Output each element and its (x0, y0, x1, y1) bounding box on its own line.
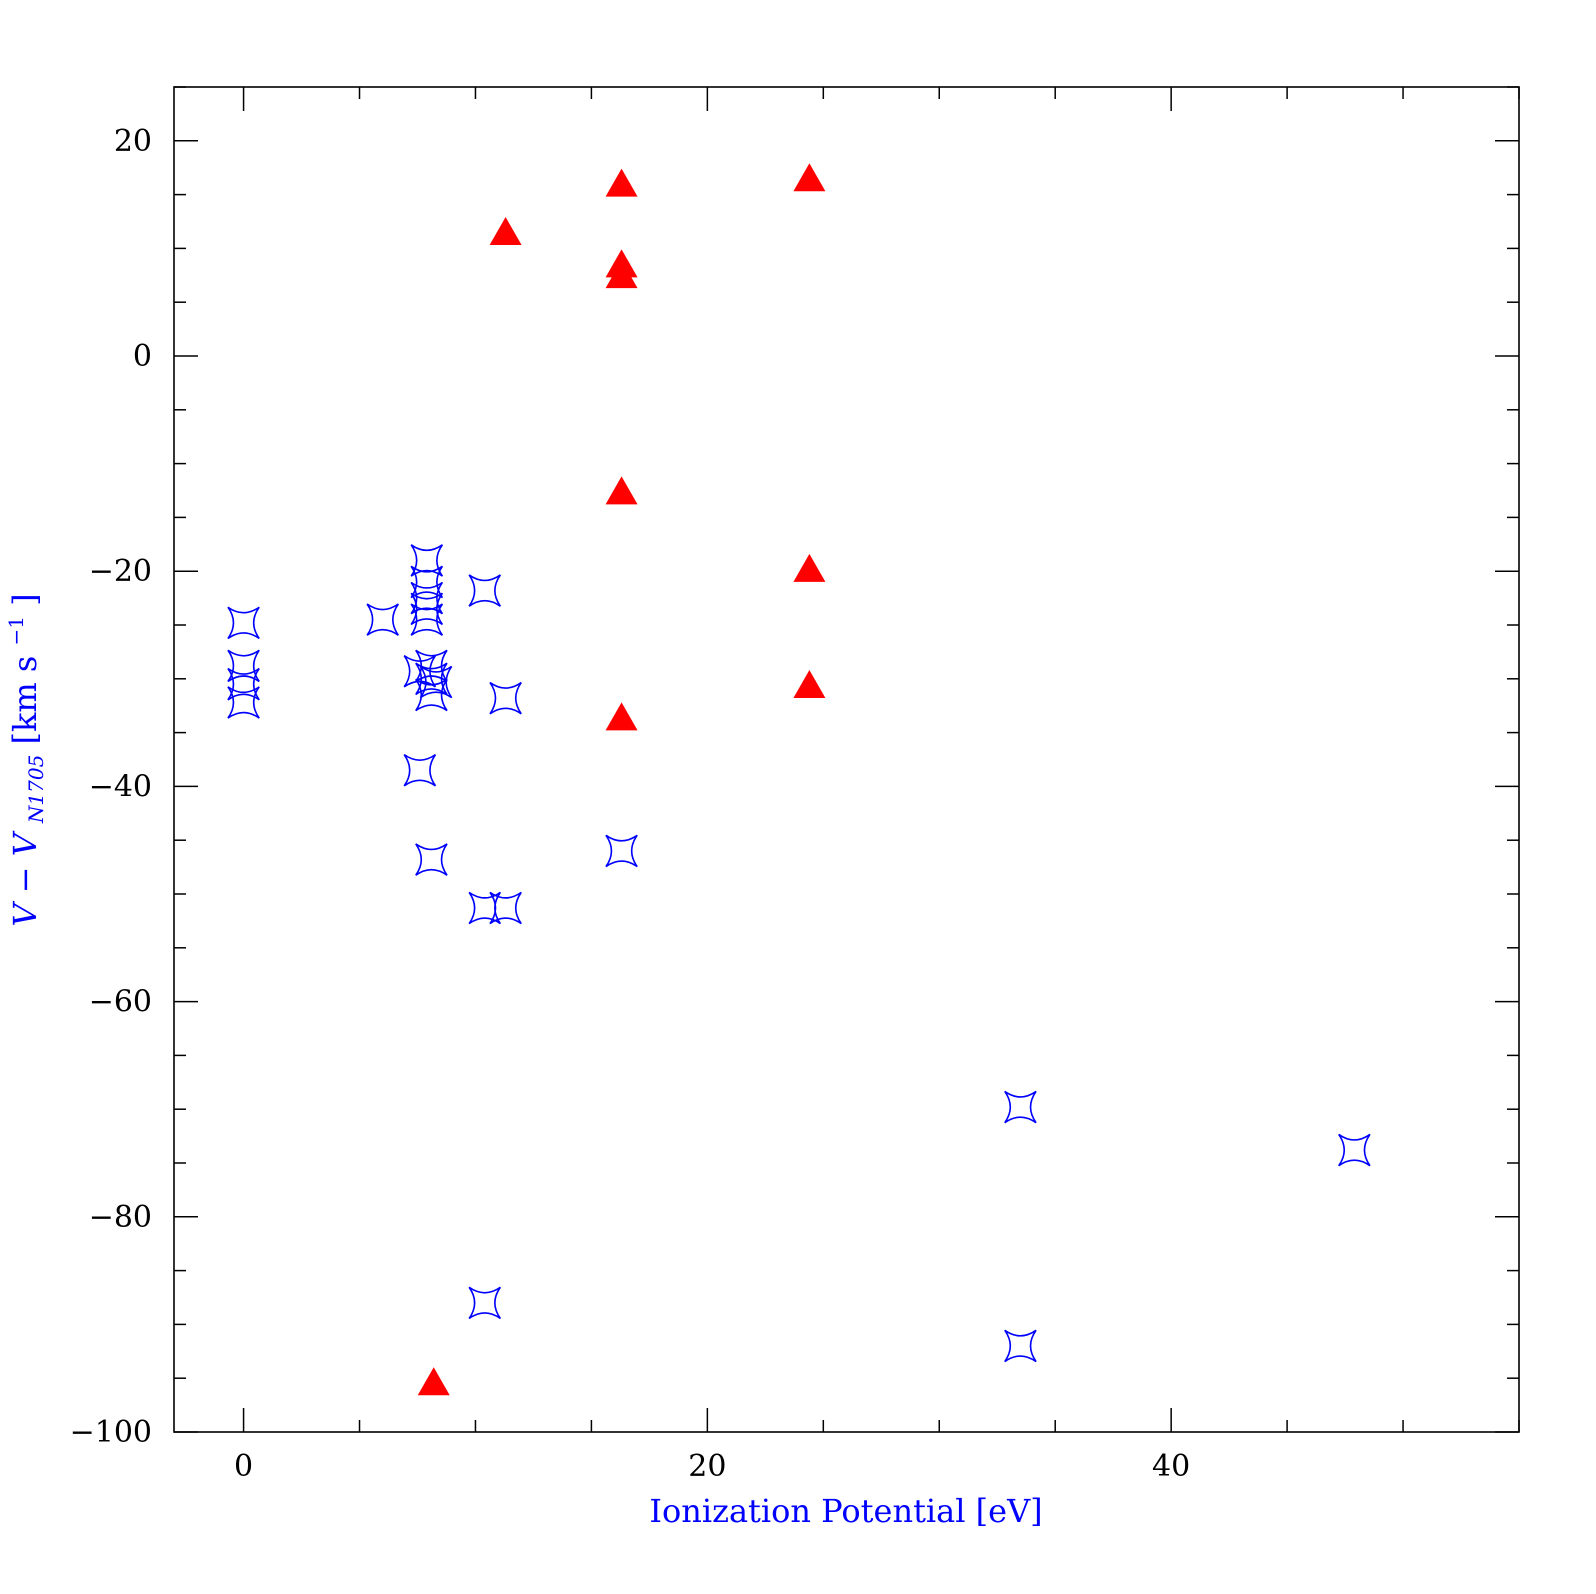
triangle-marker (605, 260, 638, 289)
star-marker (1338, 1133, 1371, 1167)
star-marker (410, 544, 444, 577)
star-marker (227, 686, 260, 719)
triangle-marker (605, 476, 638, 505)
star-marker (403, 753, 437, 787)
star-marker (410, 603, 444, 636)
star-marker (415, 678, 448, 712)
triangle-marker (793, 670, 826, 699)
triangle-marker (489, 217, 522, 246)
x-axis-title: Ionization Potential [eV] (649, 1492, 1042, 1530)
y-axis-title-units: [km s (6, 656, 44, 745)
triangle-marker (605, 168, 638, 197)
tick-labels: 0 20 40 −100 −80 −60 −40 −20 0 20 (70, 124, 1191, 1484)
axis-ticks (174, 86, 1520, 1433)
plot-frame (173, 86, 1520, 1433)
star-marker (227, 667, 260, 701)
y-axis-title-subscript: N1705 (24, 755, 48, 824)
star-marker (468, 574, 502, 607)
y-tick-label: 0 (133, 339, 152, 374)
triangle-marker (417, 1367, 450, 1396)
y-axis-title-v: V (6, 901, 44, 927)
triangle-marker (793, 553, 826, 582)
star-marker (468, 891, 502, 925)
star-marker (227, 649, 260, 683)
star-marker (605, 834, 638, 868)
y-axis-title-units-close: ] (6, 593, 44, 605)
star-marker (227, 606, 260, 640)
y-tick-label: 20 (114, 124, 152, 159)
y-tick-label: −100 (70, 1415, 152, 1450)
star-marker (489, 891, 522, 925)
x-tick-label: 40 (1152, 1449, 1190, 1484)
y-tick-label: −80 (89, 1200, 152, 1235)
star-marker (1004, 1090, 1037, 1124)
triangle-marker (793, 163, 826, 192)
star-marker (415, 662, 448, 696)
data-points (227, 163, 1371, 1396)
y-axis-title-minus: − (6, 856, 44, 893)
y-axis-title-v2: V (6, 830, 44, 856)
star-marker (468, 1286, 502, 1320)
y-tick-label: −60 (89, 985, 152, 1020)
star-marker (410, 565, 444, 599)
x-tick-label: 20 (688, 1449, 726, 1484)
triangle-marker (605, 702, 638, 731)
star-marker (415, 843, 448, 876)
star-marker (1004, 1329, 1037, 1363)
y-tick-label: −40 (89, 769, 152, 804)
y-axis-title-exponent: −1 (4, 616, 28, 645)
x-tick-label: 0 (234, 1449, 253, 1484)
y-tick-label: −20 (89, 554, 152, 589)
y-axis-title: V − V N1705 [km s −1 ] (0, 593, 51, 926)
star-marker (403, 654, 437, 688)
star-marker (489, 681, 522, 715)
star-marker (366, 603, 399, 636)
